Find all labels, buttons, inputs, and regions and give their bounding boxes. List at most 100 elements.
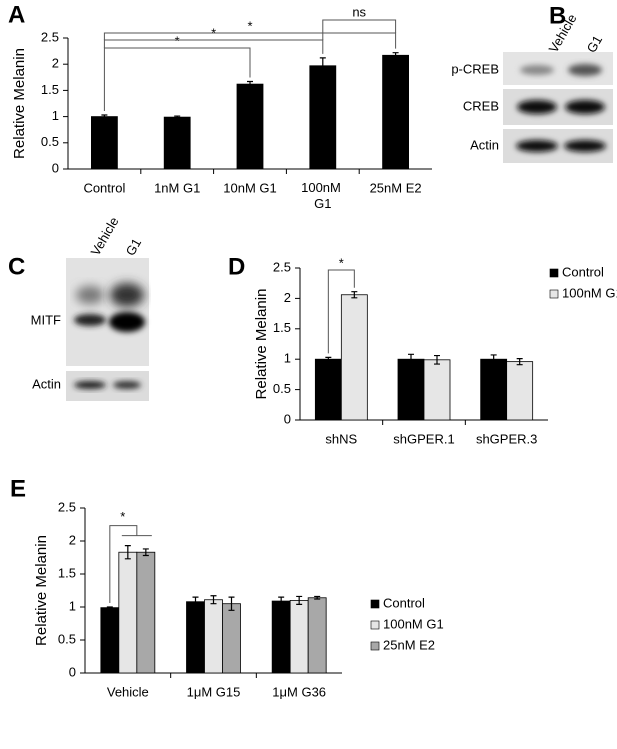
y-axis-label: Relative Melanin	[11, 48, 28, 159]
bar	[506, 361, 534, 421]
x-tick-label-line: G1	[314, 196, 331, 211]
legend-label: Control	[562, 264, 604, 279]
error-bar	[278, 596, 285, 606]
y-tick-label: 0	[69, 664, 76, 679]
error-bar	[210, 595, 217, 605]
error-bar	[106, 606, 113, 609]
error-bar	[314, 595, 321, 600]
error-bar	[319, 57, 326, 75]
bar	[236, 83, 264, 170]
lane-label: Vehicle	[88, 214, 122, 258]
significance-bracket	[109, 525, 152, 603]
panel-label: C	[8, 253, 25, 280]
blot	[503, 52, 613, 163]
bar	[136, 551, 156, 674]
error-bar	[434, 354, 440, 365]
x-tick-label: Control	[83, 180, 125, 195]
x-tick-label-line: 100nM	[301, 180, 344, 195]
error-bar	[228, 596, 235, 611]
bar	[186, 601, 205, 674]
panel-label: D	[228, 253, 245, 280]
y-tick-label: 2	[69, 532, 76, 547]
error-bar	[296, 595, 303, 605]
y-tick-label: 0	[284, 411, 291, 426]
annotation: *	[247, 18, 252, 33]
row-label: Actin	[32, 376, 61, 391]
x-tick-label: 1μM G36	[272, 684, 326, 699]
x-tick-label: 1μM G15	[187, 684, 241, 699]
y-tick-label: 1	[69, 598, 76, 613]
x-tick-label: Vehicle	[107, 684, 149, 699]
bar	[100, 607, 120, 674]
legend-label: 25nM E2	[383, 637, 435, 652]
significance-bracket	[103, 32, 397, 49]
y-tick-label: 0.5	[58, 631, 76, 646]
legend-swatch	[370, 599, 380, 609]
bar	[382, 54, 410, 170]
bar	[289, 600, 309, 674]
y-tick-label: 2	[52, 56, 59, 71]
significance-bracket	[103, 39, 324, 54]
bar	[118, 551, 138, 674]
x-tick-label: 1nM G1	[154, 180, 200, 195]
bar	[309, 65, 337, 170]
error-bar	[174, 115, 181, 119]
y-tick-label: 2	[284, 290, 291, 305]
y-axis-label: Relative Melanin	[33, 535, 50, 646]
y-axis-label: Relative Melanin	[253, 289, 270, 400]
error-bar	[325, 356, 332, 362]
x-tick-label: shGPER.3	[476, 431, 537, 446]
annotation: ns	[352, 4, 366, 19]
significance-bracket	[327, 269, 355, 354]
blot	[66, 258, 149, 401]
significance-bracket	[103, 47, 251, 112]
panel-label: E	[10, 475, 26, 502]
error-bar	[392, 52, 399, 59]
y-tick-label: 1.5	[41, 82, 59, 97]
y-tick-label: 2.5	[58, 499, 76, 514]
y-tick-label: 0.5	[273, 381, 291, 396]
x-tick-label: 25nM E2	[370, 180, 422, 195]
y-tick-label: 1	[52, 108, 59, 123]
bar	[307, 597, 327, 674]
error-bar	[490, 354, 497, 365]
bar	[91, 116, 118, 170]
bar	[204, 599, 223, 674]
x-tick-label: 10nM G1	[223, 180, 276, 195]
annotation: *	[175, 33, 180, 48]
error-bar	[124, 545, 131, 560]
x-tick-label: 100nM G1	[301, 180, 344, 211]
bar	[480, 358, 508, 421]
error-bar	[192, 596, 199, 607]
bar	[163, 116, 191, 170]
x-tick-label: shNS	[325, 431, 357, 446]
annotation: *	[120, 509, 125, 524]
bar	[340, 294, 368, 421]
y-tick-label: 1	[284, 351, 291, 366]
error-bar	[142, 548, 149, 557]
legend-swatch	[370, 641, 380, 651]
lane-label: G1	[123, 236, 145, 259]
row-label: Actin	[470, 137, 499, 152]
y-tick-label: 0	[52, 160, 59, 175]
y-tick-label: 2.5	[41, 29, 59, 44]
significance-bracket	[322, 19, 397, 40]
legend-label: Control	[383, 595, 425, 610]
row-label: p-CREB	[451, 61, 499, 76]
bar	[423, 359, 451, 421]
legend-label: 100nM G1	[562, 285, 617, 300]
y-tick-label: 0.5	[41, 134, 59, 149]
y-tick-label: 1.5	[58, 565, 76, 580]
legend-swatch	[370, 620, 380, 630]
row-label: MITF	[31, 312, 61, 327]
legend-swatch	[549, 289, 559, 299]
panel-label: B	[549, 2, 566, 29]
bar	[271, 600, 291, 674]
legend-swatch	[549, 268, 559, 278]
error-bar	[247, 80, 253, 88]
error-bar	[408, 353, 414, 365]
error-bar	[101, 114, 108, 119]
row-label: CREB	[463, 98, 499, 113]
bar	[314, 358, 342, 421]
